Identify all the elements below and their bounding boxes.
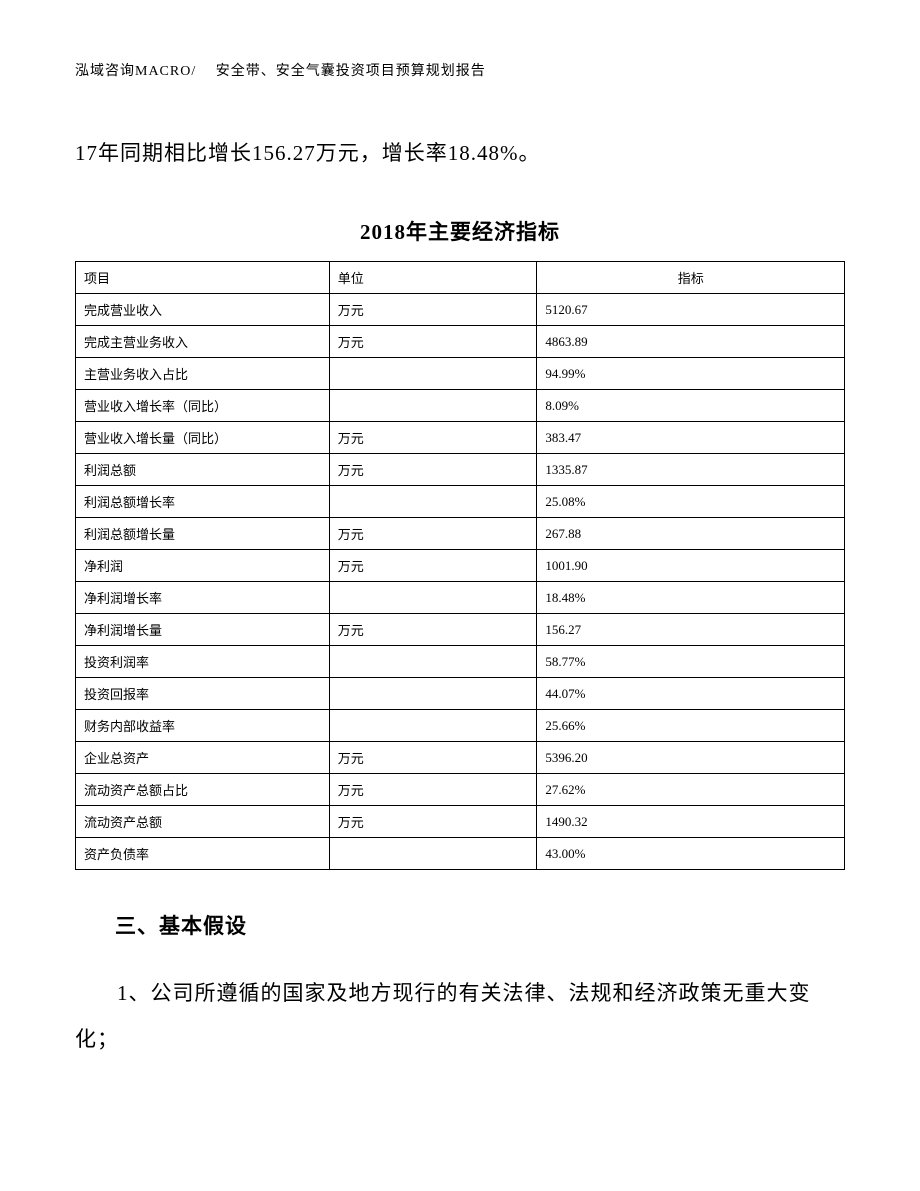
table-cell: 156.27: [537, 614, 845, 646]
table-cell: 万元: [329, 550, 537, 582]
table-cell: [329, 390, 537, 422]
table-cell: 企业总资产: [76, 742, 330, 774]
table-cell: 流动资产总额: [76, 806, 330, 838]
table-cell: 投资回报率: [76, 678, 330, 710]
table-row: 流动资产总额占比万元27.62%: [76, 774, 845, 806]
table-cell: 万元: [329, 326, 537, 358]
page-header: 泓域咨询MACRO/ 安全带、安全气囊投资项目预算规划报告: [75, 60, 845, 80]
table-row: 净利润万元1001.90: [76, 550, 845, 582]
table-cell: [329, 582, 537, 614]
table-cell: [329, 646, 537, 678]
table-cell: 完成主营业务收入: [76, 326, 330, 358]
table-cell: 5396.20: [537, 742, 845, 774]
table-cell: [329, 358, 537, 390]
table-body: 完成营业收入万元5120.67完成主营业务收入万元4863.89主营业务收入占比…: [76, 294, 845, 870]
table-cell: 25.66%: [537, 710, 845, 742]
table-title: 2018年主要经济指标: [75, 216, 845, 246]
table-cell: 18.48%: [537, 582, 845, 614]
section-text: 1、公司所遵循的国家及地方现行的有关法律、法规和经济政策无重大变化；: [75, 970, 845, 1062]
table-cell: 1335.87: [537, 454, 845, 486]
table-row: 利润总额增长量万元267.88: [76, 518, 845, 550]
table-cell: 流动资产总额占比: [76, 774, 330, 806]
table-cell: 1490.32: [537, 806, 845, 838]
economic-indicators-table: 项目 单位 指标 完成营业收入万元5120.67完成主营业务收入万元4863.8…: [75, 261, 845, 870]
table-row: 主营业务收入占比 94.99%: [76, 358, 845, 390]
table-cell: 4863.89: [537, 326, 845, 358]
table-row: 资产负债率 43.00%: [76, 838, 845, 870]
table-cell: 财务内部收益率: [76, 710, 330, 742]
table-cell: [329, 838, 537, 870]
table-cell: 383.47: [537, 422, 845, 454]
table-cell: [329, 710, 537, 742]
table-row: 利润总额万元1335.87: [76, 454, 845, 486]
table-cell: 净利润: [76, 550, 330, 582]
table-cell: 27.62%: [537, 774, 845, 806]
table-cell: 营业收入增长率（同比）: [76, 390, 330, 422]
table-row: 投资回报率 44.07%: [76, 678, 845, 710]
table-row: 流动资产总额万元1490.32: [76, 806, 845, 838]
table-cell: 净利润增长量: [76, 614, 330, 646]
table-cell: [329, 486, 537, 518]
table-cell: 万元: [329, 774, 537, 806]
table-cell: 净利润增长率: [76, 582, 330, 614]
table-row: 投资利润率 58.77%: [76, 646, 845, 678]
table-header-cell: 指标: [537, 262, 845, 294]
table-cell: 万元: [329, 518, 537, 550]
table-row: 营业收入增长率（同比） 8.09%: [76, 390, 845, 422]
table-cell: 25.08%: [537, 486, 845, 518]
table-cell: 利润总额增长率: [76, 486, 330, 518]
table-cell: 44.07%: [537, 678, 845, 710]
table-cell: 8.09%: [537, 390, 845, 422]
table-row: 财务内部收益率 25.66%: [76, 710, 845, 742]
table-header-cell: 项目: [76, 262, 330, 294]
table-cell: [329, 678, 537, 710]
table-cell: 完成营业收入: [76, 294, 330, 326]
body-text: 17年同期相比增长156.27万元，增长率18.48%。: [75, 130, 845, 176]
table-header-cell: 单位: [329, 262, 537, 294]
table-row: 净利润增长量万元156.27: [76, 614, 845, 646]
table-cell: 58.77%: [537, 646, 845, 678]
table-cell: 主营业务收入占比: [76, 358, 330, 390]
table-row: 净利润增长率 18.48%: [76, 582, 845, 614]
table-cell: 万元: [329, 454, 537, 486]
table-row: 利润总额增长率 25.08%: [76, 486, 845, 518]
table-row: 完成主营业务收入万元4863.89: [76, 326, 845, 358]
table-cell: 利润总额: [76, 454, 330, 486]
table-cell: 267.88: [537, 518, 845, 550]
table-cell: 营业收入增长量（同比）: [76, 422, 330, 454]
table-cell: 万元: [329, 294, 537, 326]
section-title: 三、基本假设: [75, 910, 845, 940]
table-cell: 资产负债率: [76, 838, 330, 870]
table-row: 企业总资产万元5396.20: [76, 742, 845, 774]
table-cell: 43.00%: [537, 838, 845, 870]
table-header-row: 项目 单位 指标: [76, 262, 845, 294]
table-cell: 万元: [329, 422, 537, 454]
table-cell: 94.99%: [537, 358, 845, 390]
table-cell: 5120.67: [537, 294, 845, 326]
table-row: 营业收入增长量（同比）万元383.47: [76, 422, 845, 454]
table-cell: 万元: [329, 614, 537, 646]
table-cell: 万元: [329, 742, 537, 774]
table-cell: 1001.90: [537, 550, 845, 582]
table-cell: 投资利润率: [76, 646, 330, 678]
table-cell: 利润总额增长量: [76, 518, 330, 550]
table-cell: 万元: [329, 806, 537, 838]
table-row: 完成营业收入万元5120.67: [76, 294, 845, 326]
